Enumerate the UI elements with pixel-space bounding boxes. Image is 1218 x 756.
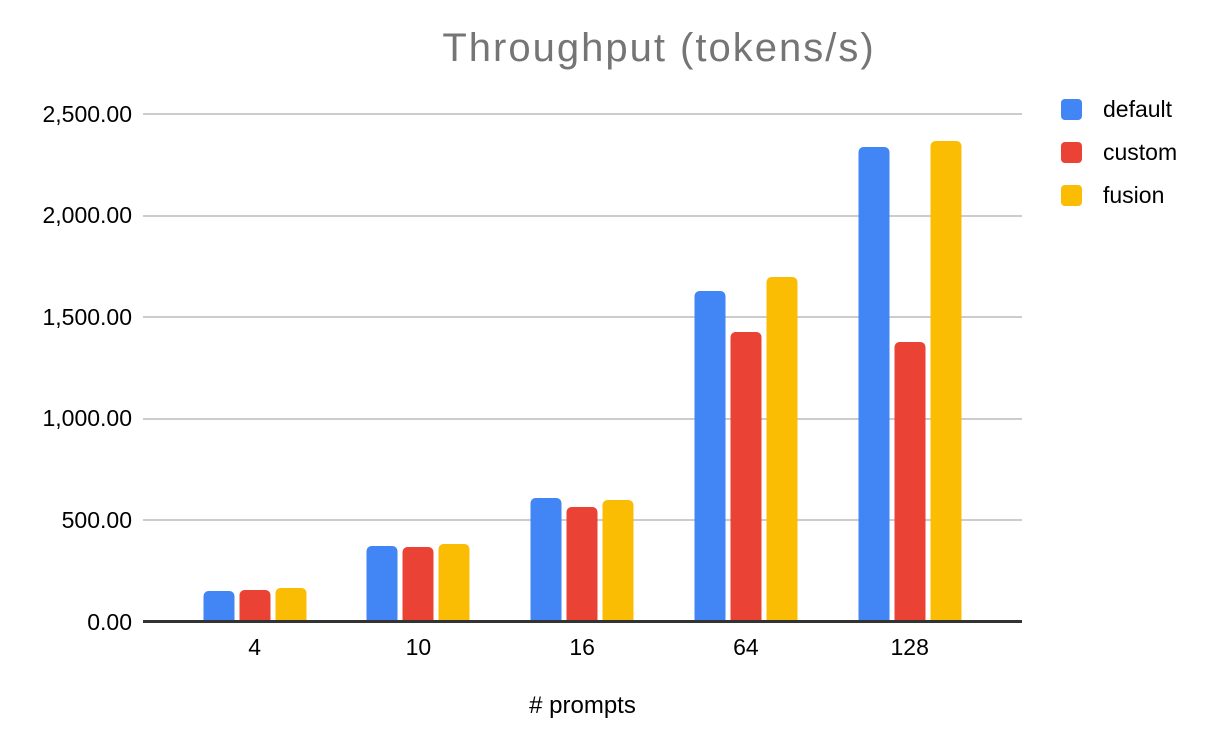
gridline-2000 [143,214,1022,217]
chart-title: Throughput (tokens/s) [442,26,876,70]
x-tick-label-16: 16 [569,634,595,660]
bar-default-16 [530,498,562,622]
y-tick-label-0: 0.00 [87,608,132,635]
y-tick-label-500: 500.00 [61,506,132,533]
y-tick-label-2500: 2,500.00 [42,100,132,127]
legend-label-custom: custom [1103,139,1178,165]
legend-swatch-fusion [1061,184,1082,206]
legend-swatch-default [1061,98,1082,120]
x-axis-labels: 4 10 16 64 128 [143,622,1022,666]
y-tick-label-2000: 2,000.00 [42,202,132,229]
x-axis-title: # prompts [529,692,636,719]
legend-item-default: default [1061,97,1177,121]
x-tick-label-128: 128 [890,634,929,660]
bar-custom-10 [402,546,434,622]
bar-default-128 [858,146,890,622]
bar-fusion-4 [275,587,307,622]
gridline-1500 [143,316,1022,319]
y-tick-label-1500: 1,500.00 [42,303,132,330]
legend-label-fusion: fusion [1103,182,1165,208]
legend-label-default: default [1103,96,1173,122]
gridline-1000 [143,417,1022,420]
bar-custom-4 [239,589,271,622]
legend: default custom fusion [1061,97,1177,207]
legend-item-fusion: fusion [1061,183,1177,207]
x-tick-label-64: 64 [733,634,759,660]
bar-custom-64 [730,332,762,622]
legend-item-custom: custom [1061,140,1177,164]
bar-group-4 [203,114,307,622]
bar-fusion-128 [930,140,962,622]
bar-groups [143,114,1022,622]
bar-default-64 [694,290,726,622]
bar-default-4 [203,590,235,622]
y-tick-label-1000: 1,000.00 [42,405,132,432]
gridline-2500 [143,113,1022,115]
y-axis-labels: 0.00 500.00 1,000.00 1,500.00 2,000.00 2,500.… [0,102,132,633]
bar-custom-128 [894,342,926,622]
bar-default-10 [366,546,398,622]
bar-fusion-10 [438,543,470,622]
x-tick-label-4: 4 [248,634,262,660]
legend-swatch-custom [1061,141,1082,163]
x-tick-label-10: 10 [405,634,432,660]
bar-group-64 [694,114,798,622]
bar-group-16 [530,114,634,622]
x-axis-line [143,620,1022,623]
bar-fusion-16 [602,500,634,622]
bar-group-128 [858,114,962,622]
plot-area [143,113,1022,623]
bar-fusion-64 [766,276,798,622]
bar-group-10 [366,114,470,622]
bar-custom-16 [566,506,598,622]
